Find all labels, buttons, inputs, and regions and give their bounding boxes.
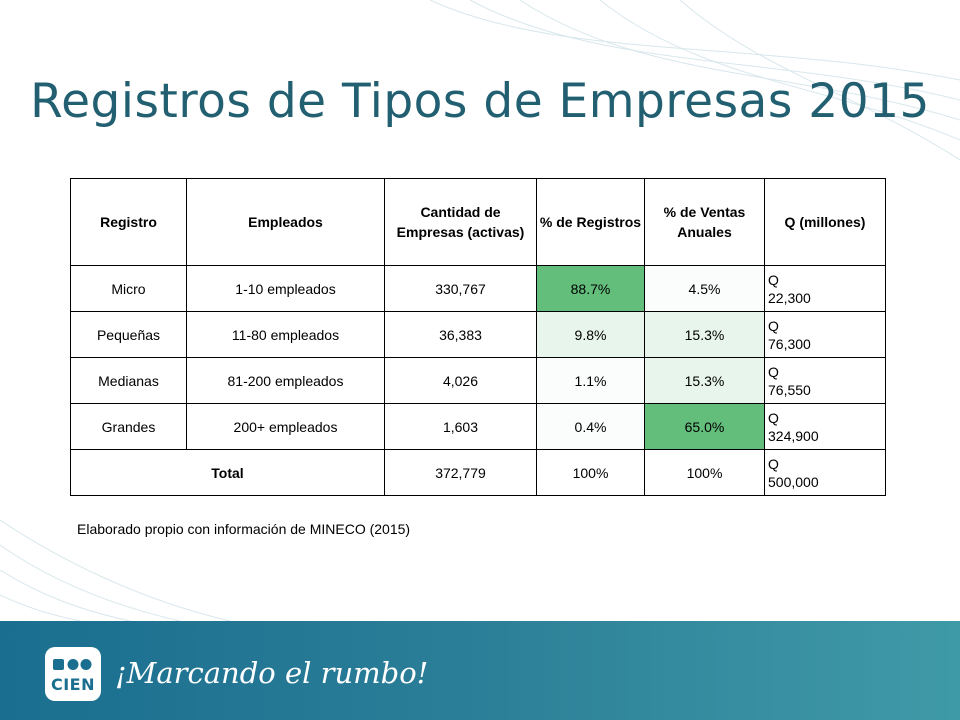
cell-empleados: 1-10 empleados (186, 265, 385, 312)
header-q-millones: Q (millones) (764, 178, 886, 266)
cell-pct-ventas: 15.3% (644, 357, 765, 404)
q-value: 500,000 (768, 473, 819, 490)
cell-total-label: Total (70, 449, 385, 496)
cell-cantidad: 4,026 (384, 357, 537, 404)
logo-text: CIEN (50, 675, 95, 694)
cell-total-pct-registros: 100% (536, 449, 645, 496)
cell-cantidad: 330,767 (384, 265, 537, 312)
logo-mark-icon (53, 659, 92, 670)
cell-pct-registros: 9.8% (536, 311, 645, 358)
table-header-row: Registro Empleados Cantidad de Empresas … (70, 178, 886, 266)
q-value: 22,300 (768, 289, 811, 306)
header-pct-registros: % de Registros (536, 178, 645, 266)
cell-registro: Medianas (70, 357, 187, 404)
cien-logo: CIEN (45, 647, 101, 701)
cell-registro: Grandes (70, 403, 187, 450)
cell-q-millones: Q 76,300 (764, 311, 886, 358)
table-row: Grandes 200+ empleados 1,603 0.4% 65.0% … (70, 403, 886, 450)
footer-band (0, 621, 960, 720)
source-note: Elaborado propio con información de MINE… (77, 521, 411, 537)
cell-q-millones: Q 22,300 (764, 265, 886, 312)
cell-pct-ventas: 4.5% (644, 265, 765, 312)
q-symbol: Q (768, 409, 779, 426)
cell-pct-registros: 0.4% (536, 403, 645, 450)
cell-cantidad: 36,383 (384, 311, 537, 358)
q-value: 76,550 (768, 381, 811, 398)
q-symbol: Q (768, 455, 779, 472)
cell-pct-registros: 88.7% (536, 265, 645, 312)
footer-slogan: ¡Marcando el rumbo! (115, 656, 429, 690)
table-total-row: Total 372,779 100% 100% Q 500,000 (70, 449, 886, 496)
cell-pct-ventas: 65.0% (644, 403, 765, 450)
cell-total-q-millones: Q 500,000 (764, 449, 886, 496)
cell-pct-ventas: 15.3% (644, 311, 765, 358)
empresas-table: Registro Empleados Cantidad de Empresas … (70, 178, 886, 496)
cell-q-millones: Q 324,900 (764, 403, 886, 450)
table-row: Pequeñas 11-80 empleados 36,383 9.8% 15.… (70, 311, 886, 358)
cell-registro: Pequeñas (70, 311, 187, 358)
cell-registro: Micro (70, 265, 187, 312)
cell-cantidad: 1,603 (384, 403, 537, 450)
table-row: Micro 1-10 empleados 330,767 88.7% 4.5% … (70, 265, 886, 312)
cell-total-cantidad: 372,779 (384, 449, 537, 496)
table-row: Medianas 81-200 empleados 4,026 1.1% 15.… (70, 357, 886, 404)
cell-q-millones: Q 76,550 (764, 357, 886, 404)
q-value: 324,900 (768, 427, 819, 444)
header-registro: Registro (70, 178, 187, 266)
q-symbol: Q (768, 363, 779, 380)
cell-empleados: 200+ empleados (186, 403, 385, 450)
header-cantidad: Cantidad de Empresas (activas) (384, 178, 537, 266)
slide-title: Registros de Tipos de Empresas 2015 (30, 74, 930, 129)
cell-empleados: 81-200 empleados (186, 357, 385, 404)
q-symbol: Q (768, 271, 779, 288)
cell-total-pct-ventas: 100% (644, 449, 765, 496)
header-pct-ventas: % de Ventas Anuales (644, 178, 765, 266)
cell-empleados: 11-80 empleados (186, 311, 385, 358)
cell-pct-registros: 1.1% (536, 357, 645, 404)
q-symbol: Q (768, 317, 779, 334)
q-value: 76,300 (768, 335, 811, 352)
header-empleados: Empleados (186, 178, 385, 266)
